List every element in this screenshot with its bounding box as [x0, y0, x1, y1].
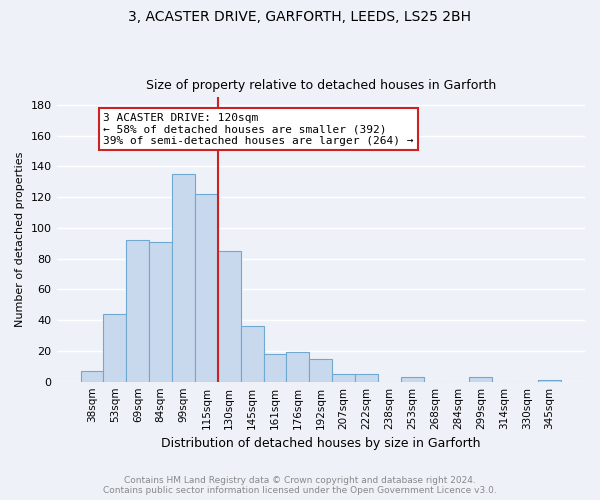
Bar [332, 374, 355, 382]
Bar [469, 377, 493, 382]
Bar [195, 194, 218, 382]
Text: Contains HM Land Registry data © Crown copyright and database right 2024.
Contai: Contains HM Land Registry data © Crown c… [103, 476, 497, 495]
Text: 3, ACASTER DRIVE, GARFORTH, LEEDS, LS25 2BH: 3, ACASTER DRIVE, GARFORTH, LEEDS, LS25 … [128, 10, 472, 24]
Y-axis label: Number of detached properties: Number of detached properties [15, 152, 25, 327]
Text: 3 ACASTER DRIVE: 120sqm
← 58% of detached houses are smaller (392)
39% of semi-d: 3 ACASTER DRIVE: 120sqm ← 58% of detache… [103, 112, 414, 146]
Bar [401, 377, 424, 382]
Bar [241, 326, 263, 382]
Bar [218, 251, 241, 382]
Bar [80, 371, 103, 382]
Bar [103, 314, 127, 382]
Bar [263, 354, 286, 382]
Bar [286, 352, 310, 382]
Bar [172, 174, 195, 382]
Bar [127, 240, 149, 382]
Bar [149, 242, 172, 382]
X-axis label: Distribution of detached houses by size in Garforth: Distribution of detached houses by size … [161, 437, 481, 450]
Bar [310, 358, 332, 382]
Bar [355, 374, 378, 382]
Bar [538, 380, 561, 382]
Title: Size of property relative to detached houses in Garforth: Size of property relative to detached ho… [146, 79, 496, 92]
